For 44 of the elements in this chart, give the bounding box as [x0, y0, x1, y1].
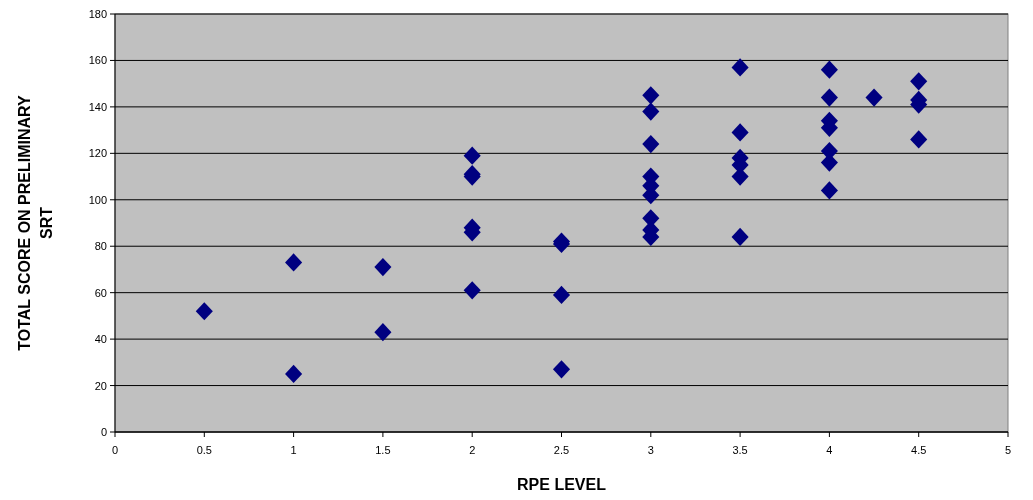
point: [865, 88, 883, 107]
x-tick-label: 1.5: [375, 444, 391, 456]
point: [642, 134, 660, 154]
point: [463, 281, 481, 300]
y-tick-label: 160: [88, 54, 107, 67]
x-axis-title: RPE LEVEL: [517, 476, 607, 493]
point: [642, 102, 660, 121]
x-tick-label: 0: [111, 444, 119, 456]
x-tick-label: 4.5: [911, 444, 927, 456]
y-tick-label: 0: [100, 426, 107, 438]
x-tick-label: 2.5: [553, 444, 570, 456]
x-tick-label: 0.5: [196, 444, 212, 456]
x-tick-label: 3.5: [732, 444, 748, 456]
x-tick-label: 4: [826, 444, 833, 456]
y-tick-label: 180: [88, 8, 107, 20]
point: [910, 130, 928, 149]
point: [374, 258, 392, 277]
x-tick-label: 1: [290, 444, 297, 456]
x-tick-label: 3: [647, 444, 654, 456]
x-tick-label: 5: [1004, 444, 1012, 456]
y-tick-label: 80: [94, 240, 107, 253]
y-tick-label: 100: [88, 193, 107, 206]
x-tick-label: 2: [469, 444, 476, 456]
point: [731, 58, 749, 77]
point: [552, 285, 571, 305]
point: [820, 60, 838, 79]
point: [552, 360, 571, 379]
y-axis-title: TOTAL SCORE ON PRELIMINARY SRT: [16, 94, 55, 351]
point: [731, 227, 749, 247]
y-tick-label: 120: [88, 147, 107, 160]
y-tick-label: 60: [94, 286, 107, 299]
point: [820, 88, 838, 107]
point: [374, 323, 392, 342]
point: [285, 364, 303, 384]
point: [195, 302, 213, 321]
point: [642, 86, 660, 105]
y-tick-label: 140: [88, 100, 107, 113]
y-tick-label: 40: [94, 333, 107, 346]
point: [463, 146, 481, 165]
point: [731, 123, 749, 142]
point: [820, 181, 838, 200]
point: [285, 253, 303, 272]
point: [910, 72, 928, 91]
y-tick-label: 20: [94, 379, 107, 392]
